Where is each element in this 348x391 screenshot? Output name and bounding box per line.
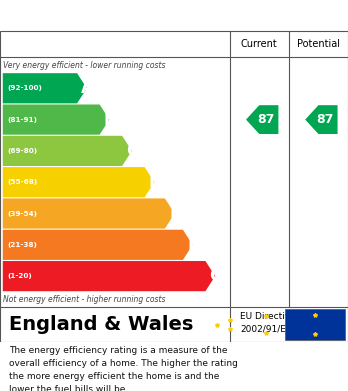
Polygon shape	[3, 261, 215, 291]
Bar	[285, 309, 345, 340]
Text: 87: 87	[316, 113, 333, 126]
Text: (39-54): (39-54)	[7, 210, 37, 217]
Bar	[0, 31, 348, 57]
Text: (1-20): (1-20)	[7, 273, 32, 279]
Text: G: G	[209, 267, 223, 285]
Text: (81-91): (81-91)	[7, 117, 37, 123]
Text: (69-80): (69-80)	[7, 148, 37, 154]
Polygon shape	[3, 198, 175, 229]
Text: Energy Efficiency Rating: Energy Efficiency Rating	[9, 8, 219, 23]
Text: Potential: Potential	[297, 39, 340, 49]
Text: Very energy efficient - lower running costs: Very energy efficient - lower running co…	[3, 61, 166, 70]
Text: EU Directive
2002/91/EC: EU Directive 2002/91/EC	[240, 312, 296, 334]
Text: Not energy efficient - higher running costs: Not energy efficient - higher running co…	[3, 295, 166, 304]
Polygon shape	[246, 105, 278, 134]
Polygon shape	[305, 105, 338, 134]
Polygon shape	[3, 73, 87, 103]
Text: C: C	[126, 142, 139, 160]
Polygon shape	[3, 136, 132, 166]
Text: (55-68): (55-68)	[7, 179, 37, 185]
Text: 87: 87	[257, 113, 274, 126]
Polygon shape	[3, 230, 193, 260]
Text: F: F	[188, 236, 199, 254]
Text: England & Wales: England & Wales	[9, 315, 193, 334]
Text: Current: Current	[241, 39, 278, 49]
Text: (21-38): (21-38)	[7, 242, 37, 248]
Polygon shape	[3, 104, 109, 135]
Text: E: E	[169, 204, 181, 222]
Text: B: B	[104, 111, 116, 129]
Text: D: D	[148, 173, 162, 191]
Polygon shape	[3, 167, 155, 197]
Text: A: A	[81, 79, 94, 97]
Text: (92-100): (92-100)	[7, 85, 42, 91]
Text: The energy efficiency rating is a measure of the
overall efficiency of a home. T: The energy efficiency rating is a measur…	[9, 346, 238, 391]
